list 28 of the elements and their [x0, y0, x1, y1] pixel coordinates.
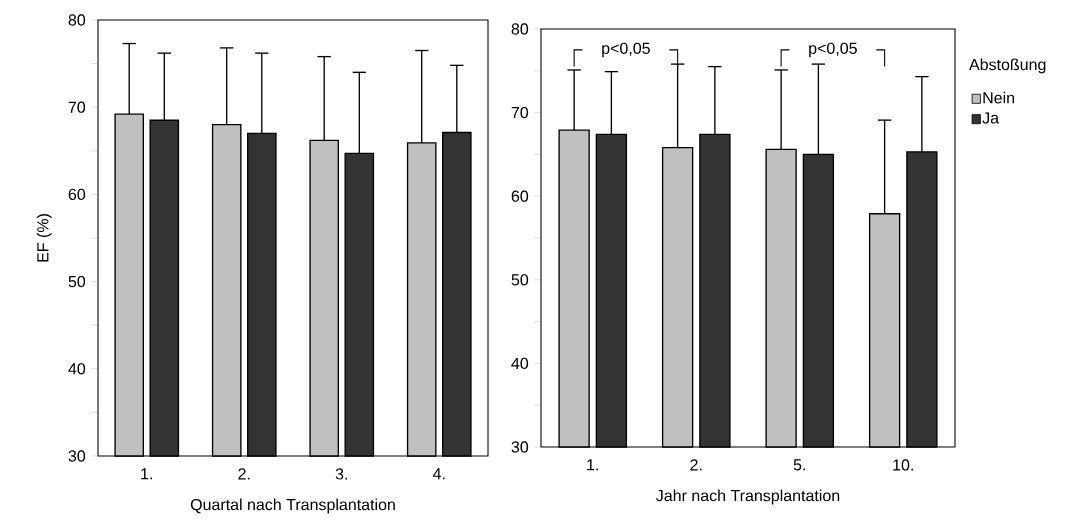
x-axis-title: Jahr nach Transplantation	[656, 489, 840, 505]
y-tick-label: 80	[511, 23, 529, 35]
legend-title: Abstoßung	[969, 58, 1046, 74]
x-axis-title: Quartal nach Transplantation	[190, 498, 395, 514]
y-tick-label: 60	[68, 188, 86, 201]
x-tick-label: 5.	[793, 459, 805, 471]
x-tick-label: 10.	[893, 459, 913, 471]
y-axis-title: EF (%)	[36, 214, 52, 262]
x-tick-label: 2.	[238, 468, 250, 480]
y-tick-label: 60	[511, 190, 529, 202]
y-tick-label: 70	[68, 101, 86, 113]
legend-label: Nein	[983, 91, 1015, 104]
y-tick-label: 50	[68, 275, 86, 288]
y-tick-label: 40	[511, 357, 529, 370]
x-tick-label: 2.	[690, 459, 702, 471]
annotation: p<0,05	[809, 42, 857, 58]
x-tick-label: 4.	[432, 468, 445, 480]
annotation: p<0,05	[602, 42, 650, 58]
y-tick-label: 50	[511, 274, 529, 286]
y-tick-label: 70	[511, 106, 529, 119]
y-tick-label: 30	[511, 441, 529, 453]
y-tick-label: 80	[68, 14, 86, 26]
legend-label: Ja	[982, 112, 1000, 124]
y-tick-label: 40	[68, 363, 86, 375]
x-tick-label: 1.	[141, 468, 152, 480]
x-tick-label: 3.	[335, 468, 347, 480]
y-tick-label: 30	[68, 450, 86, 462]
x-tick-label: 1.	[587, 459, 598, 471]
